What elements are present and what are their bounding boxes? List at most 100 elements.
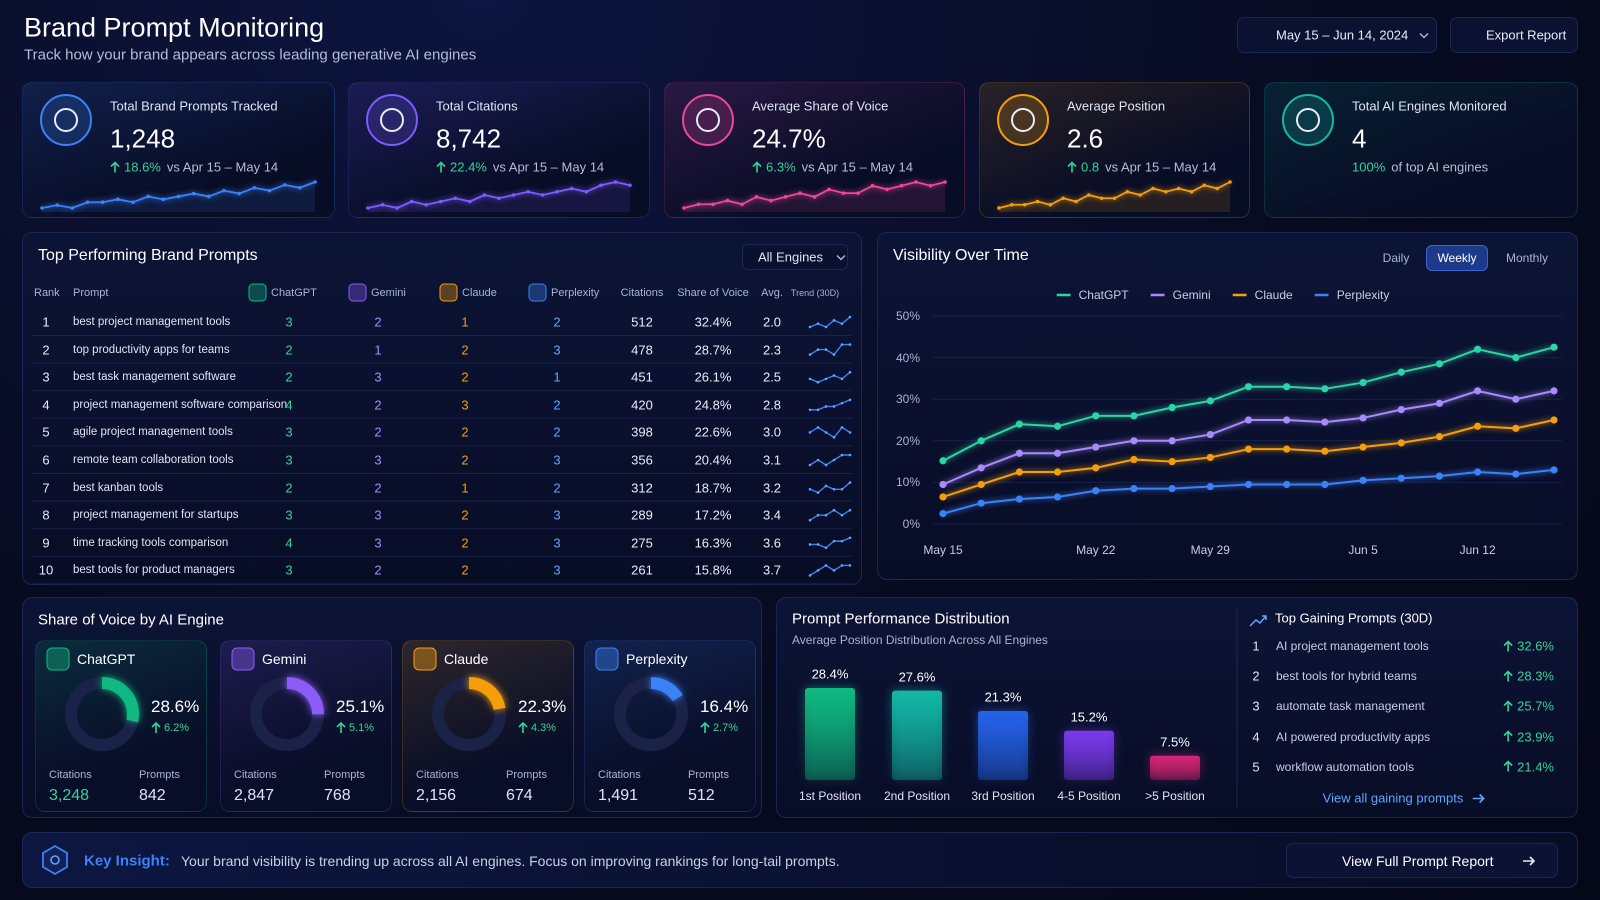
citations-label: Citations bbox=[416, 769, 459, 781]
chatgpt-rank: 2 bbox=[285, 480, 293, 496]
prompt: AI project management tools bbox=[1276, 639, 1429, 653]
text: 25.7% bbox=[1517, 698, 1554, 714]
gaining-change: 21.4% bbox=[1503, 759, 1554, 774]
chevron bbox=[1419, 32, 1429, 39]
y-tick-label: 40% bbox=[895, 350, 920, 365]
up-arrow bbox=[700, 722, 710, 733]
x-tick-label: 1st Position bbox=[798, 789, 862, 803]
date-picker[interactable] bbox=[1237, 17, 1437, 53]
column-header: Claude bbox=[462, 287, 497, 299]
legend-swatch bbox=[1314, 293, 1329, 297]
x-tick-label: 2nd Position bbox=[883, 789, 951, 803]
citations: 398 bbox=[631, 424, 653, 440]
share-change: 5.1% bbox=[336, 722, 374, 734]
engine-name: Claude bbox=[444, 651, 489, 667]
share-of-voice: 28.7% bbox=[694, 342, 732, 358]
kpi-change-value: 0.8 bbox=[1081, 159, 1100, 175]
x-tick-label: Jun 12 bbox=[1459, 543, 1496, 557]
date-range: May 15 – Jun 14, 2024 bbox=[1276, 28, 1430, 43]
gaining-title: Top Gaining Prompts (30D) bbox=[1275, 610, 1433, 626]
citations-value: 3,248 bbox=[49, 787, 90, 804]
filter-label: All Engines bbox=[758, 250, 847, 265]
share-of-voice: 24.8% bbox=[694, 397, 732, 413]
text: 23.9% bbox=[1517, 729, 1554, 745]
claude-rank: 2 bbox=[461, 424, 469, 440]
column-header: Trend (30D) bbox=[790, 288, 840, 298]
avg-position: 3.6 bbox=[762, 535, 782, 551]
perplexity-rank: 3 bbox=[553, 562, 561, 578]
column-header: Prompt bbox=[73, 287, 109, 299]
y-tick-label: 50% bbox=[895, 309, 920, 323]
rank: 4 bbox=[42, 397, 50, 413]
x-tick-label: May 29 bbox=[1190, 543, 1230, 557]
kpi-label: Total AI Engines Monitored bbox=[1352, 98, 1507, 114]
claude-rank: 2 bbox=[461, 562, 469, 578]
prompts-value: 512 bbox=[688, 787, 715, 804]
citations: 356 bbox=[631, 452, 653, 468]
up-arrow bbox=[1503, 700, 1513, 712]
gaining-link[interactable]: View all gaining prompts bbox=[1323, 791, 1486, 806]
chatgpt-rank: 2 bbox=[285, 342, 293, 358]
share-of-voice: 16.3% bbox=[694, 535, 732, 551]
rank: 3 bbox=[42, 369, 50, 385]
kpi-change: 100% of top AI engines bbox=[1352, 160, 1488, 175]
legend-label: Perplexity bbox=[1336, 288, 1390, 302]
rank: 2 bbox=[42, 342, 50, 358]
text: All Engines bbox=[758, 249, 824, 265]
column-header: Gemini bbox=[371, 287, 406, 299]
up-arrow bbox=[1503, 760, 1513, 772]
rank: 4 bbox=[1252, 729, 1260, 745]
kpi-value: 1,248 bbox=[110, 123, 176, 154]
kpi-value: 24.7% bbox=[752, 123, 826, 154]
table-title: Top Performing Brand Prompts bbox=[38, 247, 258, 264]
prompts-value: 674 bbox=[506, 787, 533, 804]
legend: ChatGPT Gemini Claude Perplexity bbox=[1056, 288, 1404, 302]
up-arrow bbox=[1067, 161, 1077, 172]
avg-position: 2.0 bbox=[762, 314, 782, 330]
kpi-change-value: 18.6% bbox=[124, 159, 161, 175]
engine-filter[interactable] bbox=[742, 244, 848, 270]
gemini-rank: 3 bbox=[374, 369, 382, 385]
kpi-label: Average Position bbox=[1067, 98, 1166, 114]
text: May 15 – Jun 14, 2024 bbox=[1276, 27, 1409, 43]
page-subtitle: Track how your brand appears across lead… bbox=[24, 46, 477, 64]
prompt: remote team collaboration tools bbox=[73, 454, 234, 466]
rank: 5 bbox=[1252, 759, 1260, 775]
kpi-note: vs Apr 15 – May 14 bbox=[1105, 159, 1217, 175]
avg-position: 3.7 bbox=[762, 562, 782, 578]
claude-rank: 1 bbox=[461, 314, 469, 330]
text: 28.3% bbox=[1517, 668, 1554, 684]
share-of-voice: 26.1% bbox=[694, 369, 732, 385]
prompts-label: Prompts bbox=[688, 769, 729, 781]
gemini-rank: 2 bbox=[374, 480, 382, 496]
claude-rank: 2 bbox=[461, 535, 469, 551]
perplexity-rank: 2 bbox=[553, 424, 561, 440]
prompt: project management for startups bbox=[73, 509, 239, 522]
up-arrow bbox=[110, 161, 120, 172]
perplexity-rank: 3 bbox=[553, 535, 561, 551]
toggle-label: Weekly bbox=[1437, 251, 1477, 265]
claude-rank: 2 bbox=[461, 369, 469, 385]
citations: 512 bbox=[631, 314, 653, 330]
perplexity-rank: 3 bbox=[553, 452, 561, 468]
citations: 312 bbox=[631, 480, 653, 496]
prompt: agile project management tools bbox=[73, 426, 233, 439]
bar-value-label: 21.3% bbox=[984, 689, 1022, 705]
kpi-value: 8,742 bbox=[436, 123, 502, 154]
gemini-rank: 3 bbox=[374, 507, 382, 523]
share-value: 28.6% bbox=[151, 697, 200, 716]
prompt: workflow automation tools bbox=[1276, 759, 1415, 774]
gemini-rank: 3 bbox=[374, 452, 382, 468]
column-header: Rank bbox=[34, 287, 60, 299]
prompts-value: 842 bbox=[139, 787, 166, 804]
range-toggle[interactable] bbox=[1426, 245, 1488, 271]
kpi-change-value: 100% bbox=[1352, 159, 1386, 175]
full-report-button[interactable] bbox=[1286, 843, 1558, 878]
rank: 1 bbox=[1252, 638, 1260, 654]
chatgpt-rank: 3 bbox=[285, 424, 293, 440]
text: 21.4% bbox=[1517, 759, 1554, 775]
export-button[interactable] bbox=[1450, 17, 1578, 53]
perplexity-rank: 3 bbox=[553, 507, 561, 523]
gemini-rank: 3 bbox=[374, 535, 382, 551]
